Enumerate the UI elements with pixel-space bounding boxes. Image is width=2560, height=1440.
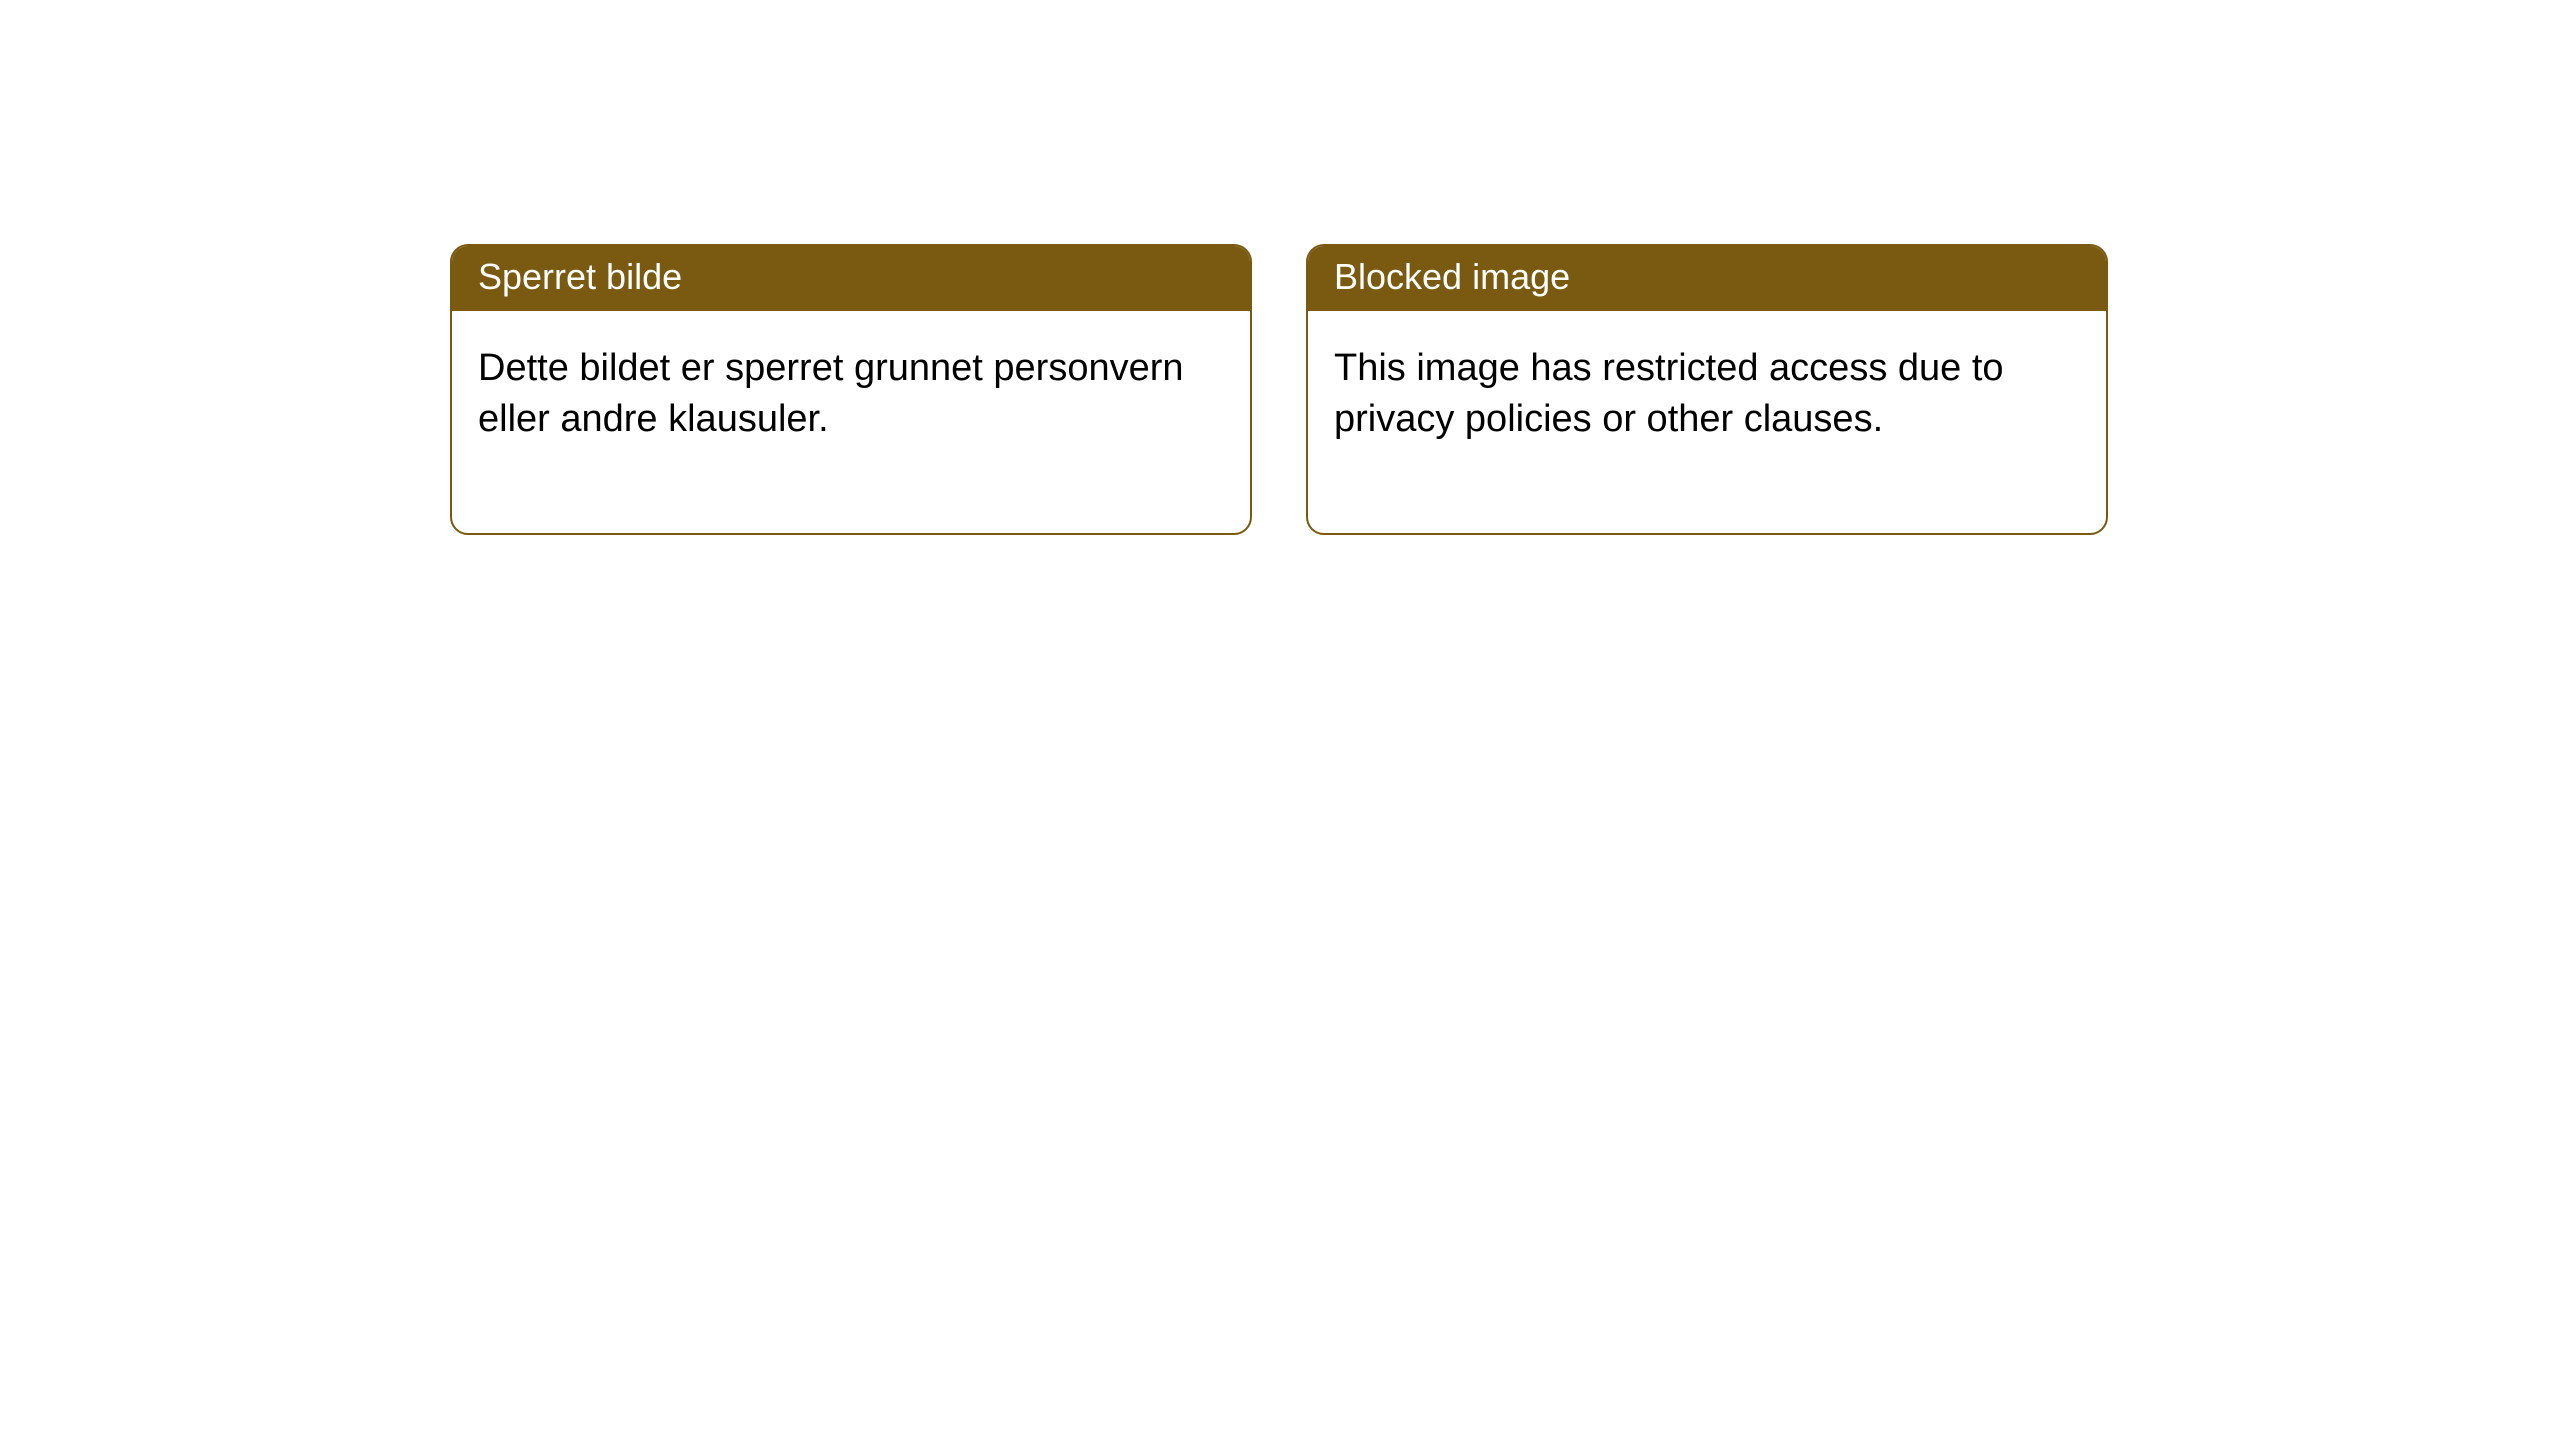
notice-title-english: Blocked image (1308, 246, 2106, 311)
notice-body-english: This image has restricted access due to … (1308, 311, 2106, 534)
notice-card-english: Blocked image This image has restricted … (1306, 244, 2108, 535)
notice-body-norwegian: Dette bildet er sperret grunnet personve… (452, 311, 1250, 534)
notice-card-norwegian: Sperret bilde Dette bildet er sperret gr… (450, 244, 1252, 535)
notice-container: Sperret bilde Dette bildet er sperret gr… (0, 0, 2560, 535)
notice-title-norwegian: Sperret bilde (452, 246, 1250, 311)
